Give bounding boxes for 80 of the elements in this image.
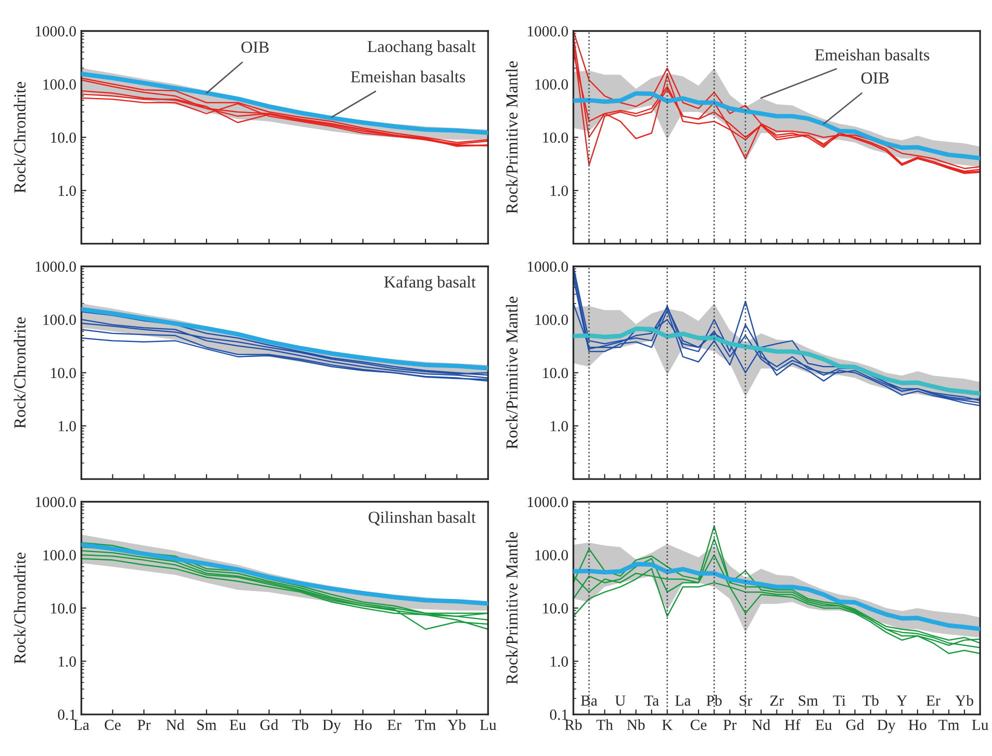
y-axis-title: Rock/Chrondrite <box>14 552 26 664</box>
annotation: OIB <box>241 42 269 53</box>
x-tick-label: Yb <box>955 694 974 706</box>
x-tick-label: Sr <box>740 695 752 706</box>
x-tick-label: Nd <box>752 719 770 730</box>
y-tick-label: 1.0 <box>550 186 568 196</box>
x-tick-label: Er <box>387 720 402 730</box>
x-tick-label: Ta <box>644 696 659 706</box>
x-tick-label: Th <box>596 719 613 730</box>
y-tick-label: 1.0 <box>58 421 76 432</box>
x-tick-label: U <box>615 696 626 706</box>
x-tick-label: Hf <box>784 719 800 730</box>
y-tick-label: 0.1 <box>550 710 568 720</box>
annotation: Emeishan basalts <box>815 48 930 60</box>
x-tick-label: Nd <box>166 719 184 730</box>
y-tick-label: 100.0 <box>535 79 568 90</box>
y-tick-label: 100.0 <box>535 550 568 560</box>
x-tick-label: Tm <box>415 720 436 730</box>
y-tick-label: 0.1 <box>58 710 76 720</box>
x-tick-label: Ho <box>908 720 926 730</box>
y-tick-label: 1000.0 <box>528 262 568 272</box>
text: Kafang basalt <box>384 276 476 292</box>
x-tick-label: Nb <box>627 719 645 730</box>
x-tick-label: Gd <box>260 719 278 730</box>
chart-title: Qilinshan basalt <box>368 511 476 526</box>
y-tick-label: 10.0 <box>51 368 76 378</box>
y-tick-label: 1000.0 <box>36 262 76 272</box>
y-axis-title: Rock/Primitive Mantle <box>506 61 518 214</box>
x-tick-label: Ce <box>690 720 706 730</box>
y-tick-label: 1.0 <box>58 656 76 667</box>
x-tick-label: Sm <box>798 695 818 706</box>
annotation: OIB <box>861 72 889 84</box>
x-tick-label: Tm <box>938 720 960 730</box>
x-tick-label: Rb <box>564 719 582 730</box>
y-axis-title: Rock/Primitive Mantle <box>506 296 518 449</box>
y-tick-label: 100.0 <box>535 314 568 326</box>
x-tick-label: Ho <box>354 720 372 730</box>
y-tick-label: 10.0 <box>543 132 568 143</box>
text: Laochang basalt <box>368 40 476 56</box>
x-tick-label: Pr <box>723 720 736 730</box>
y-tick-label: 1000.0 <box>528 496 568 508</box>
x-tick-label: Pr <box>138 720 151 730</box>
x-tick-label: Pb <box>706 694 722 706</box>
x-tick-label: K <box>662 720 673 730</box>
y-tick-label: 100.0 <box>43 79 76 90</box>
x-tick-label: Er <box>926 696 940 706</box>
y-tick-label: 100.0 <box>43 550 76 560</box>
x-tick-label: Ce <box>104 720 121 730</box>
x-tick-label: Eu <box>230 720 246 730</box>
y-tick-label: 100.0 <box>43 314 76 326</box>
x-tick-label: Tb <box>862 694 878 706</box>
y-tick-label: 10.0 <box>51 603 76 614</box>
x-tick-label: Dy <box>877 720 896 734</box>
y-tick-label: 1000.0 <box>36 26 76 37</box>
y-axis-title: Rock/Primitive Mantle <box>506 532 518 684</box>
x-tick-label: Lu <box>480 720 496 730</box>
x-tick-label: Lu <box>972 720 988 730</box>
y-tick-label: 1.0 <box>58 186 76 196</box>
x-tick-label: Sm <box>197 720 216 730</box>
x-tick-label: Zr <box>770 696 784 706</box>
y-tick-label: 1000.0 <box>528 26 568 37</box>
x-tick-label: Ti <box>833 695 846 706</box>
y-tick-label: 1.0 <box>550 421 568 432</box>
x-tick-label: Ba <box>580 696 598 706</box>
y-tick-label: 1000.0 <box>36 496 76 508</box>
y-axis-title: Rock/Chrondrite <box>14 317 26 428</box>
x-tick-label: Gd <box>846 719 864 730</box>
y-tick-label: 1.0 <box>550 656 568 667</box>
annotation: Emeishan basalts <box>350 70 466 82</box>
x-tick-label: Eu <box>816 720 832 730</box>
x-tick-label: La <box>675 696 691 706</box>
y-tick-label: 10.0 <box>51 132 76 143</box>
x-tick-label: Y <box>896 696 908 706</box>
y-tick-label: 10.0 <box>543 368 568 378</box>
x-tick-label: Dy <box>322 720 341 734</box>
x-tick-label: La <box>74 720 90 730</box>
y-axis-title: Rock/Chrondrite <box>14 82 26 193</box>
y-tick-label: 10.0 <box>543 603 568 614</box>
x-tick-label: Yb <box>448 719 466 730</box>
x-tick-label: Tb <box>292 719 308 730</box>
